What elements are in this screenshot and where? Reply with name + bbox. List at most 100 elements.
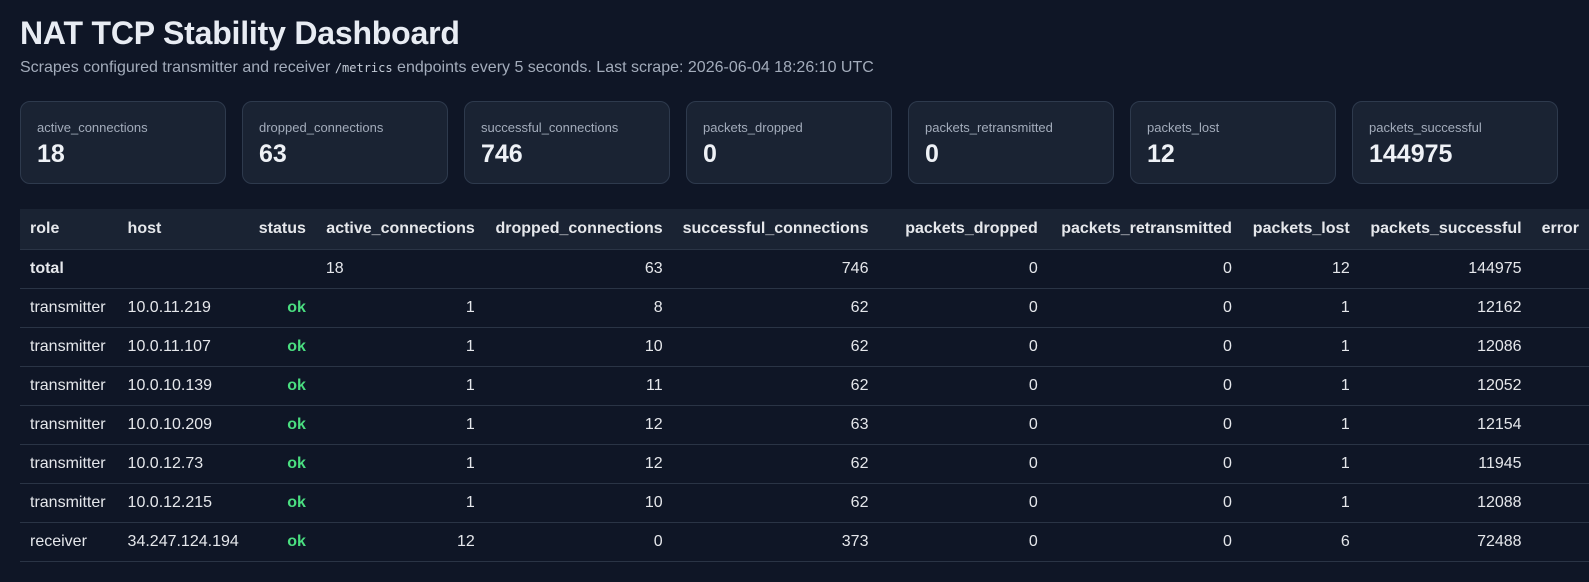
- cell-packets-successful: 12088: [1359, 483, 1532, 523]
- table-row: transmitter 10.0.10.139 ok 1 11 62 0 0 1…: [20, 366, 1589, 406]
- cell-packets-retransmitted: 0: [1047, 327, 1242, 367]
- table-row: transmitter 10.0.12.215 ok 1 10 62 0 0 1…: [20, 483, 1589, 523]
- cell-active-connections: 1: [315, 327, 485, 367]
- card-label: successful_connections: [481, 120, 619, 135]
- subtitle-text-start: Scrapes configured transmitter and recei…: [20, 59, 335, 76]
- cell-packets-lost: 1: [1241, 366, 1360, 406]
- col-header-active-connections: active_connections: [315, 209, 485, 250]
- card-label: active_connections: [37, 120, 148, 135]
- cell-role: transmitter: [20, 288, 118, 328]
- cell-status: [248, 249, 316, 289]
- metrics-table: role host status active_connections drop…: [20, 209, 1589, 562]
- cell-host: 10.0.12.73: [117, 444, 249, 484]
- col-header-host: host: [117, 209, 249, 250]
- cell-successful-connections: 62: [672, 366, 879, 406]
- col-header-packets-lost: packets_lost: [1241, 209, 1360, 250]
- subtitle-text-end: endpoints every 5 seconds. Last scrape: …: [392, 59, 874, 76]
- table-row: transmitter 10.0.11.219 ok 1 8 62 0 0 1 …: [20, 288, 1589, 328]
- cell-error: [1531, 405, 1589, 445]
- table-row: transmitter 10.0.11.107 ok 1 10 62 0 0 1…: [20, 327, 1589, 367]
- col-header-error: error: [1531, 209, 1589, 250]
- cell-successful-connections: 746: [672, 249, 879, 289]
- cell-packets-lost: 1: [1241, 288, 1360, 328]
- cell-active-connections: 1: [315, 444, 485, 484]
- cell-packets-lost: 1: [1241, 483, 1360, 523]
- cell-packets-dropped: 0: [878, 288, 1048, 328]
- cell-packets-dropped: 0: [878, 405, 1048, 445]
- cell-packets-lost: 1: [1241, 405, 1360, 445]
- cell-error: [1531, 483, 1589, 523]
- cell-packets-lost: 6: [1241, 522, 1360, 562]
- cell-active-connections: 12: [315, 522, 485, 562]
- table-row: transmitter 10.0.12.73 ok 1 12 62 0 0 1 …: [20, 444, 1589, 484]
- cell-role: total: [20, 249, 118, 289]
- cell-active-connections: 1: [315, 288, 485, 328]
- card-value: 63: [259, 140, 287, 168]
- cell-packets-successful: 12086: [1359, 327, 1532, 367]
- cell-packets-dropped: 0: [878, 522, 1048, 562]
- card-packets-dropped: packets_dropped 0: [686, 101, 892, 184]
- cell-active-connections: 1: [315, 366, 485, 406]
- cell-error: [1531, 522, 1589, 562]
- cell-dropped-connections: 63: [484, 249, 673, 289]
- cell-successful-connections: 373: [672, 522, 879, 562]
- cell-host: 10.0.11.107: [117, 327, 249, 367]
- cell-host: 34.247.124.194: [117, 522, 249, 562]
- cell-role: transmitter: [20, 327, 118, 367]
- cell-active-connections: 1: [315, 483, 485, 523]
- metrics-table-container: role host status active_connections drop…: [20, 209, 1589, 562]
- cell-status: ok: [248, 483, 316, 523]
- cell-packets-successful: 12052: [1359, 366, 1532, 406]
- cell-packets-successful: 144975: [1359, 249, 1532, 289]
- page-subtitle: Scrapes configured transmitter and recei…: [20, 59, 874, 77]
- cell-host: 10.0.11.219: [117, 288, 249, 328]
- card-value: 0: [703, 140, 717, 168]
- cell-error: [1531, 327, 1589, 367]
- cell-successful-connections: 62: [672, 444, 879, 484]
- cell-packets-retransmitted: 0: [1047, 288, 1242, 328]
- cell-packets-retransmitted: 0: [1047, 444, 1242, 484]
- cell-error: [1531, 366, 1589, 406]
- cell-packets-dropped: 0: [878, 327, 1048, 367]
- cell-dropped-connections: 12: [484, 405, 673, 445]
- cell-successful-connections: 62: [672, 483, 879, 523]
- cell-host: 10.0.10.139: [117, 366, 249, 406]
- cell-packets-retransmitted: 0: [1047, 249, 1242, 289]
- card-packets-successful: packets_successful 144975: [1352, 101, 1558, 184]
- cell-packets-successful: 11945: [1359, 444, 1532, 484]
- cell-error: [1531, 288, 1589, 328]
- card-successful-connections: successful_connections 746: [464, 101, 670, 184]
- col-header-packets-dropped: packets_dropped: [878, 209, 1048, 250]
- card-value: 144975: [1369, 140, 1453, 168]
- cell-error: [1531, 444, 1589, 484]
- cell-dropped-connections: 12: [484, 444, 673, 484]
- card-label: packets_lost: [1147, 120, 1220, 135]
- cell-packets-lost: 1: [1241, 444, 1360, 484]
- card-value: 746: [481, 140, 523, 168]
- cell-status: ok: [248, 522, 316, 562]
- card-value: 18: [37, 140, 65, 168]
- cell-role: transmitter: [20, 366, 118, 406]
- cell-status: ok: [248, 405, 316, 445]
- cell-dropped-connections: 11: [484, 366, 673, 406]
- cell-packets-dropped: 0: [878, 444, 1048, 484]
- card-dropped-connections: dropped_connections 63: [242, 101, 448, 184]
- page-title: NAT TCP Stability Dashboard: [20, 15, 460, 51]
- cell-successful-connections: 62: [672, 327, 879, 367]
- cell-role: transmitter: [20, 444, 118, 484]
- cell-active-connections: 18: [315, 249, 485, 289]
- card-active-connections: active_connections 18: [20, 101, 226, 184]
- card-label: dropped_connections: [259, 120, 384, 135]
- col-header-role: role: [20, 209, 118, 250]
- table-row-total: total 18 63 746 0 0 12 144975: [20, 249, 1589, 289]
- cell-dropped-connections: 10: [484, 483, 673, 523]
- cell-host: 10.0.10.209: [117, 405, 249, 445]
- card-label: packets_dropped: [703, 120, 803, 135]
- cell-role: receiver: [20, 522, 118, 562]
- card-value: 0: [925, 140, 939, 168]
- cell-packets-successful: 72488: [1359, 522, 1532, 562]
- cell-successful-connections: 62: [672, 288, 879, 328]
- cell-packets-dropped: 0: [878, 483, 1048, 523]
- cell-packets-retransmitted: 0: [1047, 405, 1242, 445]
- cell-role: transmitter: [20, 405, 118, 445]
